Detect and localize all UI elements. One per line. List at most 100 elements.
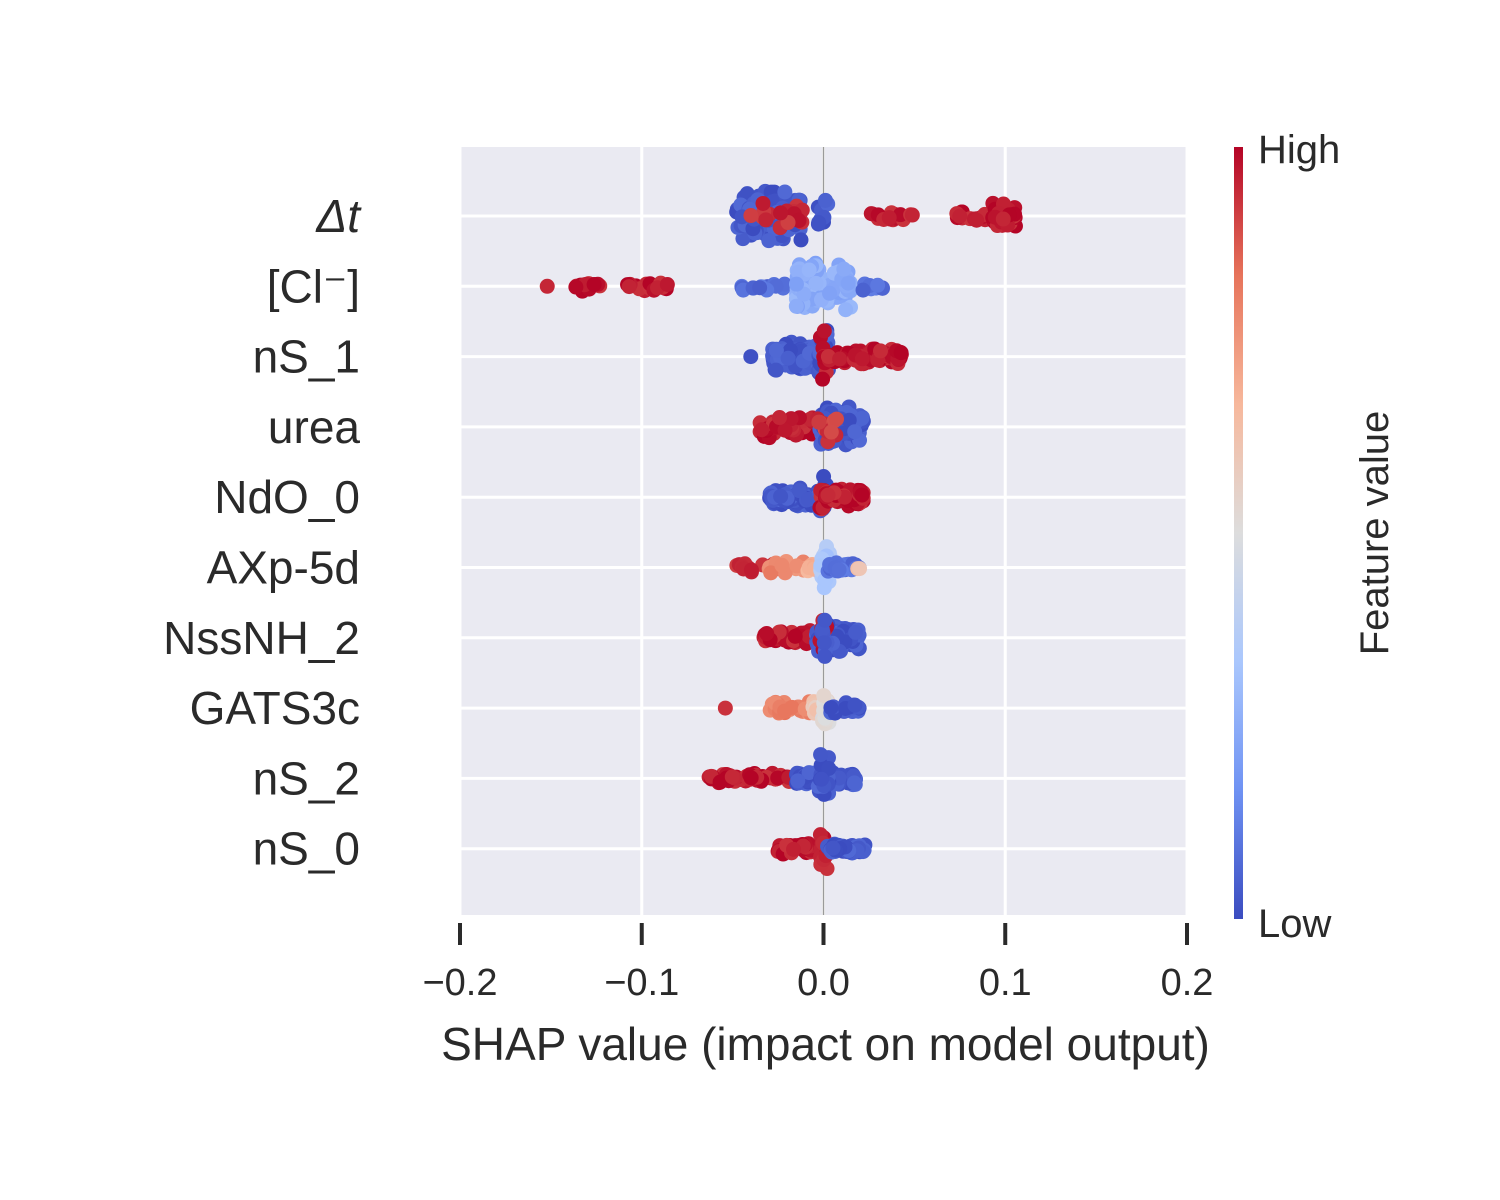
shap-point	[621, 279, 637, 295]
feature-label: nS_1	[253, 331, 360, 383]
shap-point	[831, 562, 847, 578]
shap-point	[816, 688, 832, 704]
shap-point	[823, 424, 839, 440]
shap-point	[823, 700, 839, 716]
shap-point	[759, 625, 775, 641]
feature-points-8	[701, 747, 863, 802]
shap-point	[817, 648, 833, 664]
shap-point	[768, 362, 784, 378]
shap-point	[777, 422, 793, 438]
feature-label: AXp-5d	[207, 542, 360, 594]
x-axis: −0.2 −0.1 0.0 0.1 0.2	[422, 923, 1213, 1004]
shap-point	[854, 487, 870, 503]
shap-point	[568, 279, 584, 295]
feature-points-3	[752, 399, 871, 453]
shap-point	[800, 491, 816, 507]
colorbar: High Low Feature value	[1234, 128, 1397, 946]
shap-point	[787, 628, 803, 644]
shap-point	[847, 697, 863, 713]
shap-point	[786, 841, 802, 857]
shap-point	[717, 700, 733, 716]
feature-label: nS_0	[253, 823, 360, 875]
colorbar-title: Feature value	[1353, 411, 1397, 656]
shap-point	[881, 210, 897, 226]
shap-point	[832, 351, 848, 367]
shap-point	[841, 412, 857, 428]
feature-label: nS_2	[253, 752, 360, 804]
shap-point	[813, 771, 829, 787]
feature-points-4	[762, 469, 871, 519]
shap-point	[790, 773, 806, 789]
shap-point	[817, 612, 833, 628]
shap-point	[743, 770, 759, 786]
x-tick-label: 0.2	[1161, 962, 1214, 1004]
shap-point	[995, 211, 1011, 227]
shap-point	[774, 557, 790, 573]
shap-point	[755, 195, 771, 211]
shap-point	[801, 765, 817, 781]
shap-point	[735, 231, 751, 247]
shap-point	[712, 774, 728, 790]
shap-point	[820, 487, 836, 503]
shap-point	[855, 282, 871, 298]
feature-points-9	[770, 827, 873, 877]
shap-point	[838, 302, 854, 318]
shap-point	[816, 323, 832, 339]
shap-point	[788, 298, 804, 314]
shap-point	[893, 345, 909, 361]
shap-point	[772, 410, 788, 426]
shap-point	[752, 280, 768, 296]
shap-point	[539, 278, 555, 294]
shap-point	[763, 565, 779, 581]
feature-label: GATS3c	[190, 682, 360, 734]
feature-points-5	[729, 539, 868, 596]
shap-point	[848, 624, 864, 640]
shap-point	[815, 371, 831, 387]
x-tick-label: −0.2	[422, 962, 497, 1004]
feature-points-1	[539, 255, 890, 318]
shap-point	[793, 232, 809, 248]
colorbar-low-label: Low	[1258, 902, 1331, 946]
feature-label: NssNH_2	[163, 612, 360, 664]
shap-point	[783, 411, 799, 427]
shap-point	[822, 285, 838, 301]
shap-point	[780, 350, 796, 366]
shap-point	[836, 261, 852, 277]
shap-point	[761, 233, 777, 249]
shap-point	[784, 699, 800, 715]
shap-point	[904, 207, 920, 223]
shap-point	[854, 351, 870, 367]
shap-point	[743, 349, 759, 365]
shap-point	[872, 343, 888, 359]
feature-label: NdO_0	[214, 471, 360, 523]
shap-point	[754, 422, 770, 438]
feature-label: urea	[268, 401, 360, 453]
shap-point	[811, 215, 827, 231]
data-points	[539, 183, 1023, 877]
colorbar-high-label: High	[1258, 128, 1340, 172]
shap-point	[788, 276, 804, 292]
x-tick-label: −0.1	[604, 962, 679, 1004]
shap-point	[852, 561, 868, 577]
shap-point	[846, 775, 862, 791]
shap-point	[801, 262, 817, 278]
shap-point	[870, 277, 886, 293]
feature-points-2	[743, 323, 909, 387]
shap-point	[821, 760, 837, 776]
shap-point	[811, 414, 827, 430]
feature-points-6	[756, 612, 867, 664]
shap-point	[586, 276, 602, 292]
shap-point	[659, 276, 675, 292]
shap-point	[770, 770, 786, 786]
shap-point	[820, 349, 836, 365]
shap-point	[768, 342, 784, 358]
shap-point	[743, 208, 759, 224]
shap-point	[808, 275, 824, 291]
shap-point	[773, 205, 789, 221]
shap-point	[847, 424, 863, 440]
shap-point	[825, 840, 841, 856]
shap-point	[952, 208, 968, 224]
shap-point	[816, 469, 832, 485]
shap-point	[743, 562, 759, 578]
